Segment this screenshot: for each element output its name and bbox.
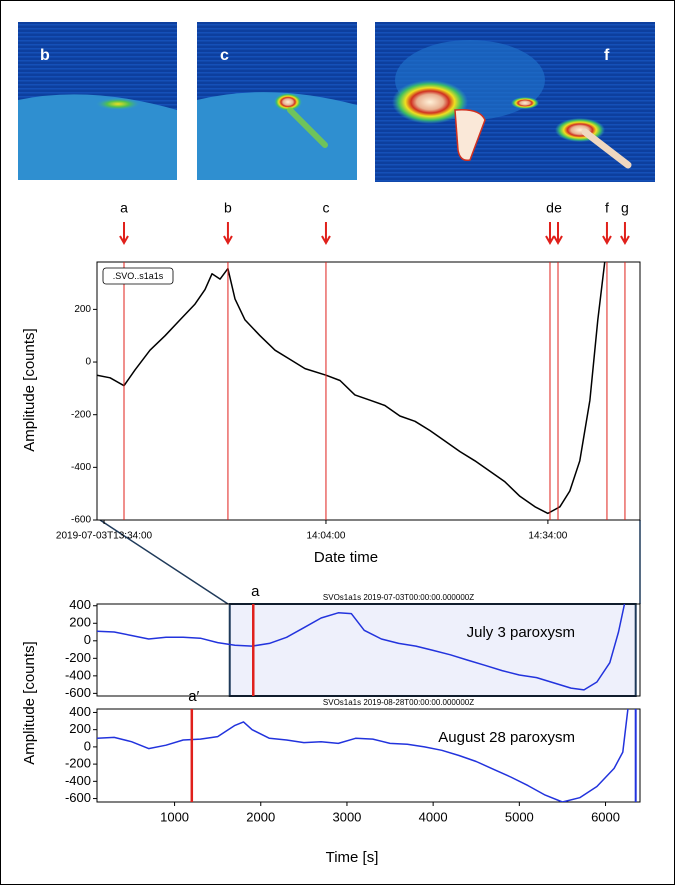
plot-frame	[96, 603, 641, 697]
x-tick-label: 3000	[332, 809, 361, 824]
chart-title: SVOs1a1s 2019-08-28T00:00:00.000000Z	[323, 698, 474, 707]
y-tick-label: -600	[65, 685, 91, 700]
image-label: c	[220, 47, 229, 64]
y-tick-label: -600	[71, 515, 91, 526]
y-tick-label: 0	[84, 632, 91, 647]
annotation: July 3 paroxysm	[467, 624, 575, 641]
y-tick-label: -400	[65, 773, 91, 788]
annotation: August 28 paroxysm	[438, 729, 575, 746]
data-line	[97, 709, 629, 802]
y-tick-label: -400	[71, 462, 91, 473]
event-arrow	[620, 222, 630, 246]
y-tick-label: 200	[74, 304, 91, 315]
y-tick-label: -400	[65, 667, 91, 682]
x-tick-label: 14:34:00	[528, 531, 567, 542]
y-tick-label: -200	[65, 756, 91, 771]
x-tick-label: 2019-07-03T13:34:00	[56, 531, 153, 542]
y-tick-label: 200	[69, 721, 91, 736]
image-label: b	[40, 47, 50, 64]
y-tick-label: 400	[69, 704, 91, 719]
y-axis-label: Amplitude [counts]	[21, 328, 38, 451]
thermal-image: c	[197, 22, 357, 180]
y-tick-label: -200	[65, 650, 91, 665]
y-axis-label: Amplitude [counts]	[21, 641, 38, 764]
event-arrow	[553, 222, 563, 246]
y-tick-label: -600	[65, 790, 91, 805]
event-arrow	[119, 222, 129, 246]
event-arrow	[602, 222, 612, 246]
data-line	[97, 262, 606, 515]
chart-title: SVOs1a1s 2019-07-03T00:00:00.000000Z	[323, 593, 474, 602]
plot-frame	[96, 261, 641, 521]
x-tick-label: 2000	[246, 809, 275, 824]
event-arrow	[545, 222, 555, 246]
y-tick-label: 0	[85, 357, 91, 368]
y-tick-label: 0	[84, 738, 91, 753]
event-label: d	[546, 200, 554, 216]
event-label: g	[621, 200, 629, 216]
legend-box	[102, 267, 174, 285]
data-line	[97, 604, 626, 691]
image-label: f	[604, 47, 610, 64]
event-arrow	[223, 222, 233, 246]
x-tick-label: 4000	[419, 809, 448, 824]
event-label: a′	[188, 688, 199, 705]
x-tick-label: 1000	[160, 809, 189, 824]
thermal-image: b	[18, 22, 177, 180]
legend-label: .SVO..s1a1s	[113, 271, 164, 281]
event-label: b	[224, 200, 232, 216]
event-arrow	[321, 222, 331, 246]
y-tick-label: 400	[69, 597, 91, 612]
event-label: a	[251, 583, 260, 600]
x-tick-label: 5000	[505, 809, 534, 824]
y-tick-label: -200	[71, 409, 91, 420]
event-label: e	[554, 200, 562, 216]
y-tick-label: 200	[69, 615, 91, 630]
zoom-line	[99, 519, 229, 605]
x-tick-label: 6000	[591, 809, 620, 824]
event-label: c	[322, 200, 329, 216]
x-axis-label: Date time	[314, 549, 378, 566]
x-axis-label: Time [s]	[326, 849, 379, 866]
event-label: a	[120, 200, 128, 216]
event-label: f	[605, 200, 609, 216]
plot-frame	[96, 708, 641, 803]
thermal-image: f	[375, 22, 655, 182]
x-tick-label: 14:04:00	[306, 531, 345, 542]
